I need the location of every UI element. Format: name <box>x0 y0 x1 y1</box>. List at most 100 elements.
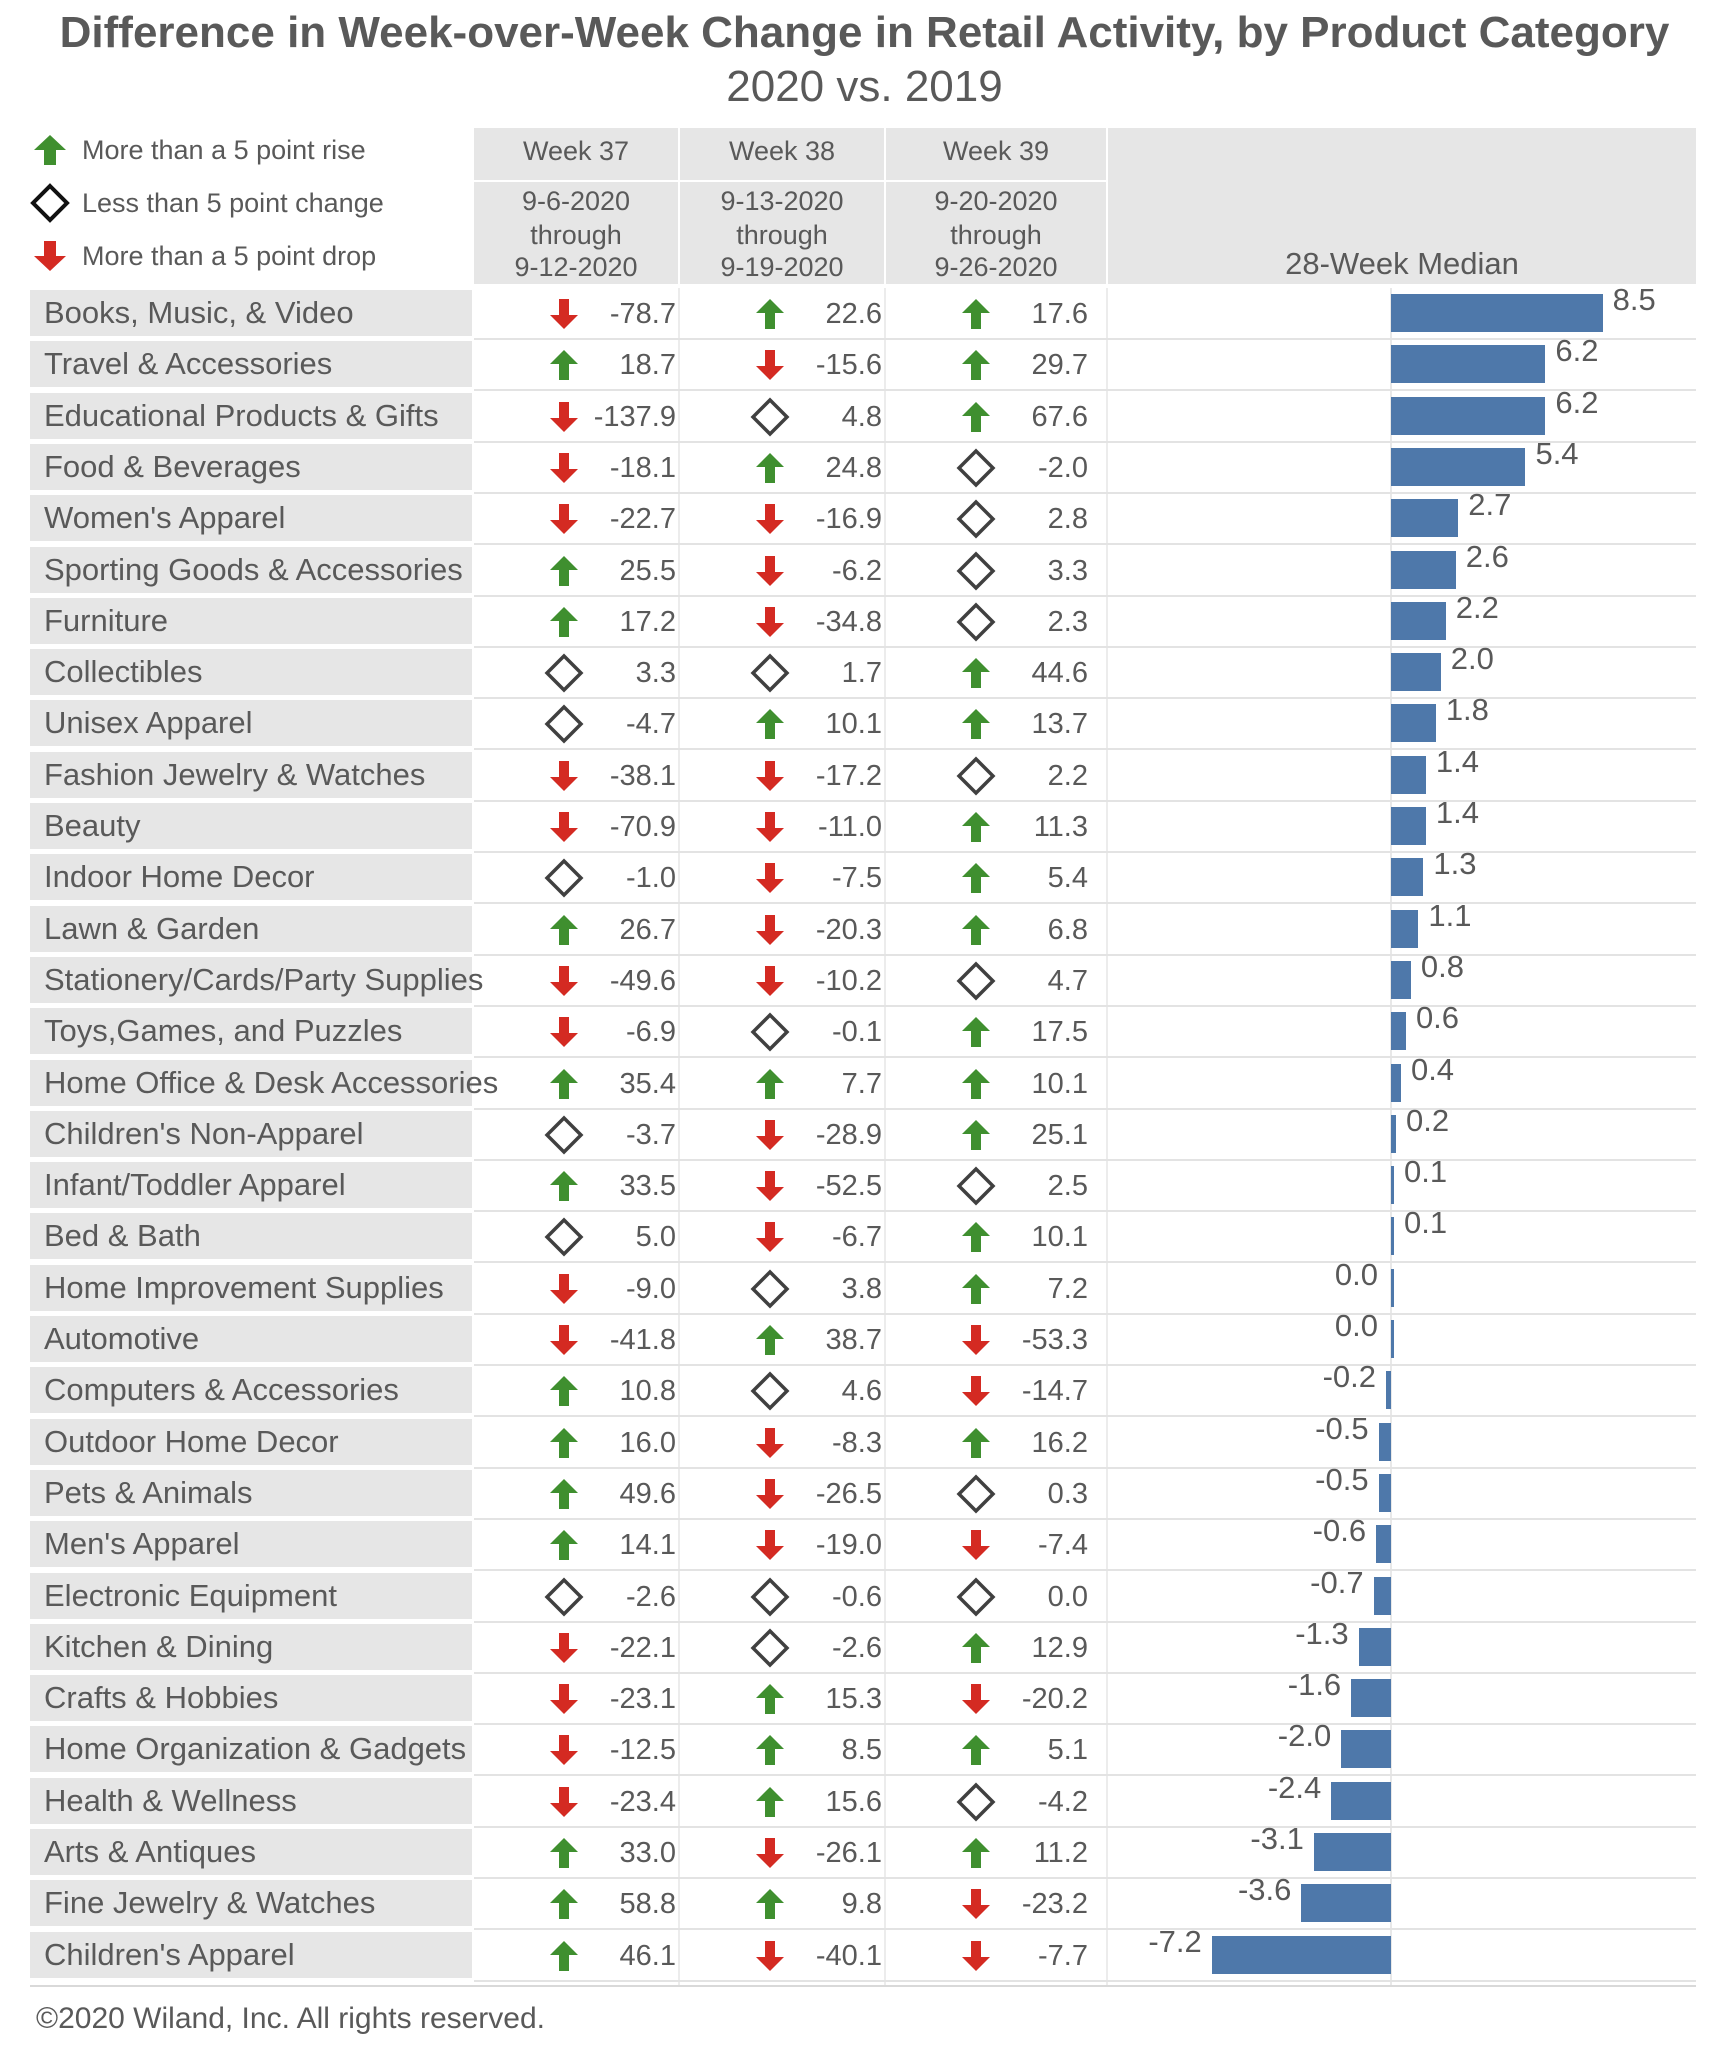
table-row: Toys,Games, and Puzzles -6.9 -0.1 17.5 0.6 <box>0 1000 1729 1059</box>
table-row: Home Organization & Gadgets -12.5 8.5 5.1 -2… <box>0 1718 1729 1777</box>
week-value: -4.7 <box>626 708 676 741</box>
week-value: 14.1 <box>619 1529 676 1562</box>
down-arrow-icon <box>750 1115 790 1155</box>
up-arrow-icon <box>750 448 790 488</box>
week-value: -10.2 <box>815 964 882 997</box>
header-divider <box>474 180 678 182</box>
table-row: Children's Non-Apparel -3.7 -28.9 25.1 0.2 <box>0 1103 1729 1161</box>
row-divider <box>474 1004 1696 1007</box>
median-bar <box>1391 447 1526 486</box>
table-row: Home Improvement Supplies -9.0 3.8 7.2 0.0 <box>0 1257 1729 1315</box>
median-value-label: 1.4 <box>1435 743 1479 779</box>
week-value: -26.5 <box>815 1477 882 1510</box>
median-value-label: 2.7 <box>1468 487 1512 523</box>
up-arrow-icon <box>750 294 790 334</box>
median-value-label: 0.0 <box>1334 1308 1378 1343</box>
median-value-label: 0.6 <box>1415 1000 1460 1036</box>
down-arrow-icon <box>544 1628 584 1668</box>
median-bar <box>1391 858 1424 897</box>
row-divider <box>474 1979 1696 1982</box>
median-bar <box>1391 807 1426 845</box>
row-divider <box>474 389 1696 392</box>
down-arrow-icon <box>750 1525 790 1565</box>
row-divider <box>474 594 1696 597</box>
row-divider <box>474 1723 1696 1726</box>
week-value: -17.2 <box>815 759 882 792</box>
week-value: 11.3 <box>1033 811 1088 843</box>
week-start-date: 9-13-2020 <box>720 186 844 216</box>
week-through: through <box>530 220 622 250</box>
week-label: Week 39 <box>942 136 1050 166</box>
median-value-label: 1.8 <box>1445 692 1489 728</box>
median-value-label: 1.1 <box>1428 897 1472 933</box>
diamond-icon <box>956 602 996 642</box>
week-value: 17.2 <box>619 605 676 638</box>
week-value: -23.1 <box>609 1683 676 1716</box>
row-divider <box>474 440 1696 443</box>
category-label: Toys,Games, and Puzzles <box>30 1008 472 1055</box>
median-bar <box>1391 909 1419 948</box>
diamond-icon <box>30 183 70 223</box>
row-divider <box>474 1364 1696 1366</box>
up-arrow-icon <box>956 653 996 693</box>
week-value: 3.3 <box>635 657 676 690</box>
category-label: Outdoor Home Decor <box>30 1418 472 1465</box>
week-value: 38.7 <box>825 1324 882 1356</box>
header-divider <box>886 180 1106 182</box>
week-value: -34.8 <box>815 605 882 638</box>
column-divider <box>1106 288 1108 1985</box>
row-divider <box>474 491 1696 494</box>
up-arrow-icon <box>544 1166 584 1206</box>
week-value: 33.0 <box>619 1837 676 1869</box>
table-row: Computers & Accessories 10.8 4.6 -14.7 -0.2 <box>0 1359 1729 1418</box>
week-value: -14.7 <box>1021 1375 1088 1408</box>
down-arrow-icon <box>956 1884 996 1924</box>
week-value: 2.2 <box>1047 759 1088 792</box>
week-value: 25.1 <box>1031 1118 1088 1151</box>
diamond-icon <box>750 1012 790 1052</box>
diamond-icon <box>956 448 996 488</box>
down-arrow-icon <box>544 961 584 1001</box>
up-arrow-icon <box>544 1371 584 1411</box>
up-arrow-icon <box>544 1423 584 1463</box>
category-label: Home Office & Desk Accessories <box>30 1059 498 1106</box>
median-bar <box>1378 1422 1391 1461</box>
week-value: -41.8 <box>609 1324 676 1356</box>
week-value: -3.7 <box>626 1118 676 1151</box>
week-value: -26.1 <box>815 1837 882 1869</box>
up-arrow-icon <box>544 1474 584 1514</box>
category-label: Home Organization & Gadgets <box>30 1726 472 1773</box>
median-value-label: 1.4 <box>1435 795 1479 830</box>
diamond-icon <box>956 499 996 539</box>
week-value: 4.8 <box>841 400 882 433</box>
category-label: Food & Beverages <box>30 443 472 490</box>
week-value: -38.1 <box>609 759 676 792</box>
week-value: 4.7 <box>1047 964 1088 997</box>
legend-item-rise: More than a 5 point rise <box>30 130 366 170</box>
down-arrow-icon <box>750 756 790 796</box>
median-bar <box>1391 960 1411 999</box>
legend-item-change: Less than 5 point change <box>30 183 384 223</box>
week-value: -12.5 <box>609 1734 676 1767</box>
down-arrow-icon <box>750 1166 790 1206</box>
row-divider <box>474 338 1696 340</box>
week-through: through <box>950 220 1042 250</box>
median-value-label: 0.1 <box>1404 1154 1448 1190</box>
median-bar <box>1391 550 1456 589</box>
down-arrow-icon <box>30 236 70 276</box>
median-value-label: -2.0 <box>1277 1718 1332 1754</box>
down-arrow-icon <box>544 1679 584 1719</box>
week-value: 3.3 <box>1047 554 1088 587</box>
week-value: 33.5 <box>619 1170 676 1203</box>
header-week-39: Week 39 9-20-2020 through 9-26-2020 <box>886 128 1106 284</box>
median-bar <box>1358 1627 1391 1666</box>
week-value: 15.6 <box>825 1785 882 1818</box>
up-arrow-icon <box>956 345 996 385</box>
category-label: Pets & Animals <box>30 1469 472 1516</box>
diamond-icon <box>956 551 996 591</box>
row-divider <box>474 799 1696 802</box>
row-divider <box>474 1825 1696 1828</box>
week-through: through <box>736 220 828 250</box>
category-label: Automotive <box>30 1316 472 1362</box>
table-row: Women's Apparel -22.7 -16.9 2.8 2.7 <box>0 487 1729 546</box>
